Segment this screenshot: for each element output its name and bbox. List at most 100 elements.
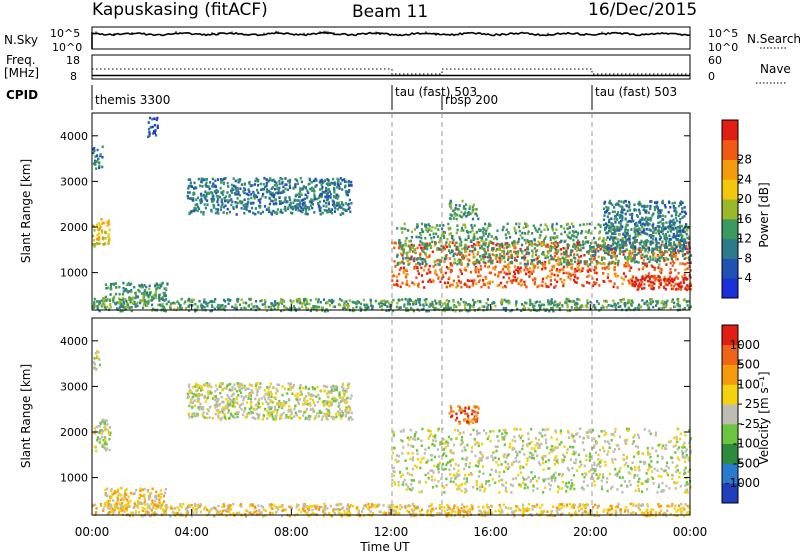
heatmap-cell xyxy=(432,279,434,282)
heatmap-cell xyxy=(619,233,621,236)
heatmap-cell xyxy=(469,231,471,234)
heatmap-cell xyxy=(411,231,413,234)
heatmap-cell xyxy=(201,178,203,181)
heatmap-cell xyxy=(237,300,239,303)
heatmap-cell xyxy=(629,213,631,216)
heatmap-cell xyxy=(478,229,480,232)
heatmap-cell xyxy=(520,234,522,237)
heatmap-cell xyxy=(525,302,527,305)
heatmap-cell xyxy=(442,233,444,236)
heatmap-cell xyxy=(223,409,225,412)
heatmap-cell xyxy=(613,232,615,235)
heatmap-cell xyxy=(486,227,488,230)
heatmap-cell xyxy=(505,286,507,289)
heatmap-cell xyxy=(257,211,259,214)
heatmap-cell xyxy=(640,306,642,309)
heatmap-cell xyxy=(255,207,257,210)
heatmap-cell xyxy=(508,232,510,235)
heatmap-cell xyxy=(671,300,673,303)
heatmap-cell xyxy=(631,280,633,283)
heatmap-cell xyxy=(472,253,474,256)
heatmap-cell xyxy=(329,182,331,185)
heatmap-cell xyxy=(672,202,674,205)
heatmap-cell xyxy=(679,262,681,265)
heatmap-cell xyxy=(104,503,106,506)
heatmap-cell xyxy=(616,238,618,241)
heatmap-cell xyxy=(658,286,660,289)
heatmap-cell xyxy=(459,214,461,217)
heatmap-cell xyxy=(138,290,140,293)
heatmap-cell xyxy=(287,180,289,183)
heatmap-cell xyxy=(588,282,590,285)
heatmap-cell xyxy=(661,240,663,243)
heatmap-cell xyxy=(430,229,432,232)
heatmap-cell xyxy=(571,234,573,237)
heatmap-cell xyxy=(214,298,216,301)
heatmap-cell xyxy=(492,242,494,245)
heatmap-cell xyxy=(237,202,239,205)
heatmap-cell xyxy=(429,234,431,237)
heatmap-cell xyxy=(565,300,567,303)
heatmap-cell xyxy=(137,506,139,509)
heatmap-cell xyxy=(502,229,504,232)
heatmap-cell xyxy=(605,206,607,209)
heatmap-cell xyxy=(534,278,536,281)
heatmap-cell xyxy=(616,213,618,216)
heatmap-cell xyxy=(444,282,446,285)
heatmap-cell xyxy=(541,253,543,256)
heatmap-cell xyxy=(586,260,588,263)
heatmap-cell xyxy=(244,199,246,202)
nave-label: Nave xyxy=(760,62,791,76)
heatmap-cell xyxy=(122,293,124,296)
heatmap-cell xyxy=(422,261,424,264)
heatmap-cell xyxy=(204,416,206,419)
heatmap-cell xyxy=(649,223,651,226)
heatmap-cell xyxy=(524,239,526,242)
heatmap-cell xyxy=(472,211,474,214)
heatmap-cell xyxy=(324,209,326,212)
heatmap-cell xyxy=(457,248,459,251)
heatmap-cell xyxy=(564,231,566,234)
heatmap-cell xyxy=(600,248,602,251)
heatmap-cell xyxy=(272,415,274,418)
heatmap-cell xyxy=(643,303,645,306)
heatmap-cell xyxy=(204,190,206,193)
heatmap-cell xyxy=(448,276,450,279)
heatmap-cell xyxy=(472,206,474,209)
heatmap-cell xyxy=(520,284,522,287)
heatmap-cell xyxy=(579,244,581,247)
heatmap-cell xyxy=(431,303,433,306)
heatmap-cell xyxy=(401,245,403,248)
heatmap-cell xyxy=(456,263,458,266)
heatmap-cell xyxy=(617,260,619,263)
heatmap-cell xyxy=(289,184,291,187)
nsky-label: N.Sky xyxy=(4,33,38,47)
heatmap-cell xyxy=(230,401,232,404)
heatmap-cell xyxy=(525,273,527,276)
heatmap-cell xyxy=(134,492,136,495)
heatmap-cell xyxy=(396,302,398,305)
heatmap-cell xyxy=(582,240,584,243)
heatmap-cell xyxy=(278,400,280,403)
heatmap-cell xyxy=(548,262,550,265)
heatmap-cell xyxy=(487,235,489,238)
heatmap-cell xyxy=(293,305,295,308)
heatmap-cell xyxy=(676,234,678,237)
heatmap-cell xyxy=(115,282,117,285)
heatmap-cell xyxy=(631,252,633,255)
heatmap-cell xyxy=(130,283,132,286)
heatmap-cell xyxy=(314,388,316,391)
heatmap-cell xyxy=(187,197,189,200)
heatmap-cell xyxy=(333,191,335,194)
heatmap-cell xyxy=(270,212,272,215)
heatmap-cell xyxy=(464,224,466,227)
heatmap-cell xyxy=(227,299,229,302)
heatmap-cell xyxy=(156,287,158,290)
heatmap-cell xyxy=(439,261,441,264)
heatmap-cell xyxy=(341,386,343,389)
heatmap-cell xyxy=(294,185,296,188)
heatmap-cell xyxy=(99,242,101,245)
heatmap-cell xyxy=(241,388,243,391)
heatmap-cell xyxy=(197,306,199,309)
heatmap-cell xyxy=(665,259,667,262)
